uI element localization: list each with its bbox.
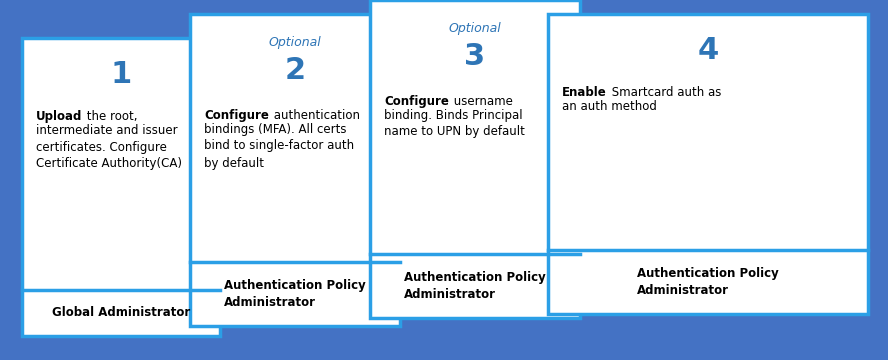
Text: Smartcard auth as: Smartcard auth as bbox=[607, 86, 721, 99]
Text: Upload: Upload bbox=[36, 110, 83, 123]
Text: intermediate and issuer
certificates. Configure
Certificate Authority(CA): intermediate and issuer certificates. Co… bbox=[36, 123, 182, 171]
Text: Authentication Policy
Administrator: Authentication Policy Administrator bbox=[404, 271, 546, 301]
Text: 3: 3 bbox=[464, 42, 486, 71]
Text: Configure: Configure bbox=[384, 95, 448, 108]
Bar bbox=[370, 0, 580, 318]
Text: binding. Binds Principal
name to UPN by default: binding. Binds Principal name to UPN by … bbox=[384, 108, 525, 139]
Bar bbox=[190, 14, 400, 326]
Text: Configure: Configure bbox=[204, 109, 269, 122]
Text: username: username bbox=[450, 95, 512, 108]
Bar bbox=[548, 14, 868, 314]
Text: 1: 1 bbox=[110, 60, 131, 89]
Text: an auth method: an auth method bbox=[562, 99, 657, 112]
Text: Authentication Policy
Administrator: Authentication Policy Administrator bbox=[637, 267, 779, 297]
Text: Authentication Policy
Administrator: Authentication Policy Administrator bbox=[224, 279, 366, 309]
Text: Optional: Optional bbox=[448, 22, 502, 35]
Text: Global Administrator: Global Administrator bbox=[52, 306, 190, 320]
Text: 4: 4 bbox=[697, 36, 718, 65]
Text: authentication: authentication bbox=[270, 109, 360, 122]
Bar bbox=[22, 38, 220, 336]
Text: the root,: the root, bbox=[83, 110, 138, 123]
Text: bindings (MFA). All certs
bind to single-factor auth
by default: bindings (MFA). All certs bind to single… bbox=[204, 122, 354, 170]
Text: Enable: Enable bbox=[562, 86, 607, 99]
Text: 2: 2 bbox=[284, 56, 305, 85]
Text: Optional: Optional bbox=[269, 36, 321, 49]
